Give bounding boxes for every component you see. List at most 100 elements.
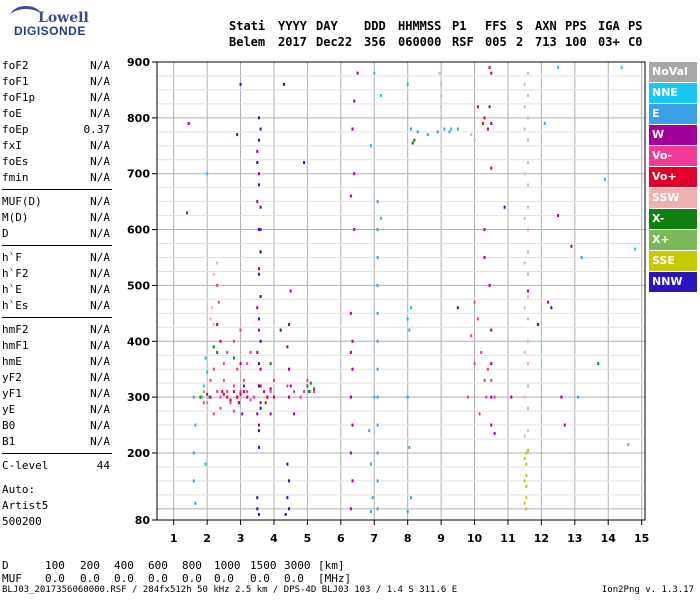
- header-row1-cell: FFS: [485, 19, 507, 33]
- data-point-w: [239, 362, 242, 366]
- data-point-sse: [525, 484, 528, 488]
- data-point-x-: [206, 401, 209, 405]
- data-point-nnw: [286, 462, 289, 466]
- parameter-name: C-level: [2, 459, 49, 472]
- data-point-e: [376, 311, 379, 315]
- parameter-row: h`E N/A: [2, 282, 112, 298]
- parameter-name: fxI: [2, 139, 22, 152]
- data-point-nne: [207, 395, 210, 399]
- data-point-w: [259, 367, 262, 371]
- header-row1-cell: Stati: [229, 19, 266, 33]
- data-point-ssw: [527, 205, 530, 209]
- parameter-value: N/A: [90, 155, 110, 168]
- data-point-w: [256, 149, 259, 153]
- data-point-w: [289, 289, 292, 293]
- data-point-vo-: [476, 317, 479, 321]
- header-row2-cell: 100: [565, 35, 587, 49]
- data-point-e: [371, 496, 374, 500]
- data-point-w: [216, 323, 219, 327]
- data-point-ssw: [527, 183, 530, 187]
- parameter-row: fmin N/A: [2, 170, 112, 186]
- parameter-row: B1 N/A: [2, 434, 112, 450]
- parameter-separator: [2, 245, 112, 246]
- y-tick-label: 200: [127, 447, 150, 460]
- data-point-vo-: [266, 395, 269, 399]
- data-point-w: [353, 172, 356, 176]
- data-point-nnw: [257, 445, 260, 449]
- data-point-e: [192, 451, 195, 455]
- data-point-nnw: [257, 116, 260, 120]
- parameter-name: h`F2: [2, 267, 29, 280]
- parameter-row: foE N/A: [2, 106, 112, 122]
- data-point-sse: [523, 479, 526, 483]
- data-point-nnw: [257, 228, 260, 232]
- data-point-vo-: [242, 390, 245, 394]
- data-point-sse: [525, 473, 528, 477]
- data-point-e: [410, 127, 413, 131]
- x-tick-label: 4: [270, 532, 278, 545]
- data-point-vo-: [272, 395, 275, 399]
- data-point-nnw: [259, 250, 262, 254]
- data-point-nnw: [257, 138, 260, 142]
- data-point-nnw: [288, 507, 291, 511]
- x-tick-label: 10: [467, 532, 483, 545]
- row-cell: 0.0: [250, 572, 270, 585]
- data-point-w: [289, 384, 292, 388]
- data-point-w: [490, 71, 493, 75]
- data-point-w: [563, 423, 566, 427]
- data-point-ssw: [527, 94, 530, 98]
- header-row2-cell: C0: [628, 35, 643, 49]
- data-point-vo-: [222, 362, 225, 366]
- parameter-value: N/A: [90, 435, 110, 448]
- data-point-vo-: [481, 121, 484, 125]
- data-point-ssw: [527, 406, 530, 410]
- data-point-nne: [204, 356, 207, 360]
- data-point-nnw: [288, 479, 291, 483]
- data-point-vo-: [209, 378, 212, 382]
- parameter-name: fmin: [2, 171, 29, 184]
- data-point-e: [376, 367, 379, 371]
- auto-code: 500200: [2, 515, 42, 528]
- data-point-w: [257, 423, 260, 427]
- data-point-sse: [525, 496, 528, 500]
- data-point-vo-: [239, 392, 242, 396]
- data-point-nnw: [257, 317, 260, 321]
- parameter-row: D N/A: [2, 226, 112, 242]
- logo-lowell-text: Lowell: [38, 10, 89, 26]
- data-point-ssw: [527, 317, 530, 321]
- data-point-x-: [597, 362, 600, 366]
- data-point-e: [376, 451, 379, 455]
- y-tick-label: 500: [127, 279, 150, 292]
- data-point-w: [259, 228, 262, 232]
- data-point-nnw: [537, 323, 540, 327]
- data-point-ssw: [527, 161, 530, 165]
- parameter-row: foF1 N/A: [2, 74, 112, 90]
- auto-artist: Artist5: [2, 499, 49, 512]
- data-point-nne: [373, 71, 376, 75]
- data-point-w: [560, 395, 563, 399]
- data-point-e: [194, 423, 197, 427]
- x-tick-label: 12: [534, 532, 549, 545]
- data-point-vo-: [313, 390, 316, 394]
- data-point-vo-: [485, 395, 488, 399]
- data-point-vo-: [209, 395, 212, 399]
- plot-frame: [156, 61, 646, 521]
- data-point-vo-: [299, 395, 302, 399]
- data-point-x-: [212, 345, 215, 349]
- data-point-ssw: [523, 306, 526, 310]
- data-point-w: [488, 283, 491, 287]
- data-point-e: [376, 339, 379, 343]
- data-point-sse: [527, 448, 530, 452]
- parameter-row: foEp 0.37: [2, 122, 112, 138]
- data-point-nnw: [286, 496, 289, 500]
- parameter-value: N/A: [90, 339, 110, 352]
- data-point-nne: [206, 370, 209, 374]
- data-point-ssw: [527, 339, 530, 343]
- data-point-ssw: [527, 228, 530, 232]
- data-point-e: [426, 133, 429, 137]
- data-point-nnw: [257, 362, 260, 366]
- parameter-value: N/A: [90, 371, 110, 384]
- header-row2-cell: 2017: [278, 35, 307, 49]
- data-point-w: [490, 121, 493, 125]
